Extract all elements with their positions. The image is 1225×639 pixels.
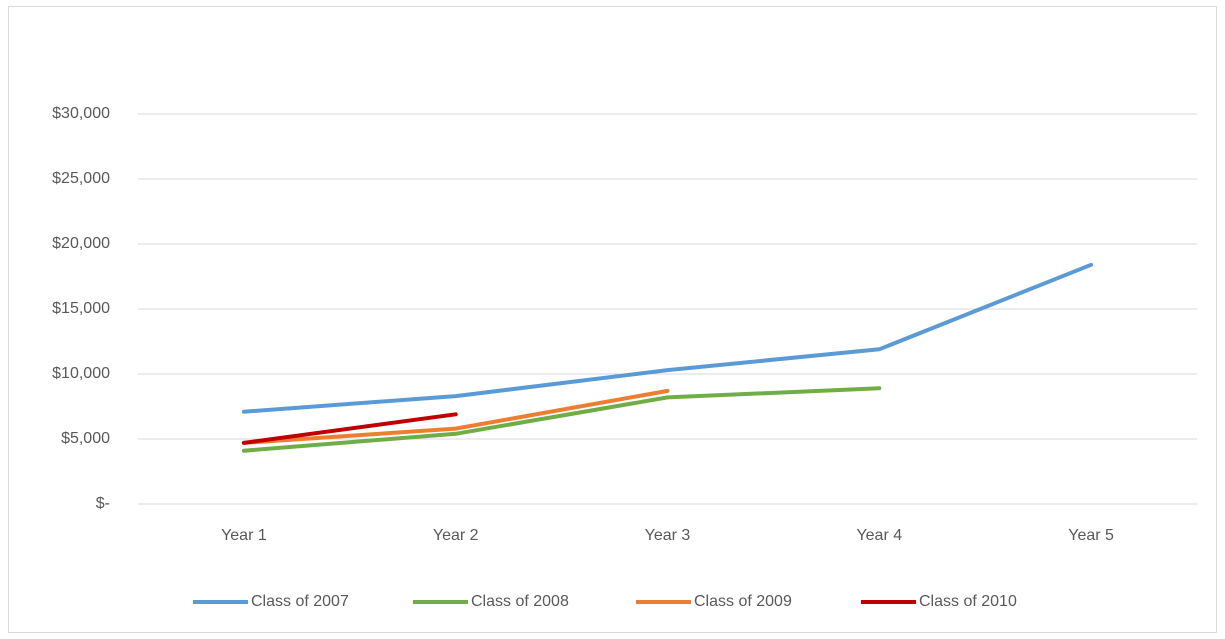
series-line — [241, 386, 882, 453]
x-tick-label: Year 4 — [856, 527, 902, 544]
legend-label: Class of 2007 — [251, 593, 349, 610]
series-line — [241, 388, 670, 445]
chart-border — [8, 6, 1217, 633]
y-tick-label: $15,000 — [52, 300, 110, 317]
y-tick-label: $20,000 — [52, 235, 110, 252]
legend-label: Class of 2008 — [471, 593, 569, 610]
y-tick-label: $10,000 — [52, 365, 110, 382]
y-tick-label: $30,000 — [52, 105, 110, 122]
legend-label: Class of 2010 — [919, 593, 1017, 610]
y-tick-label: $5,000 — [61, 430, 110, 447]
x-tick-label: Year 3 — [645, 527, 691, 544]
y-tick-label: $25,000 — [52, 170, 110, 187]
x-tick-label: Year 5 — [1068, 527, 1114, 544]
legend-label: Class of 2009 — [694, 593, 792, 610]
x-tick-label: Year 1 — [221, 527, 267, 544]
series-line — [241, 412, 458, 445]
y-tick-label: $- — [96, 495, 110, 512]
x-tick-label: Year 2 — [433, 527, 479, 544]
series-line — [241, 262, 1094, 414]
